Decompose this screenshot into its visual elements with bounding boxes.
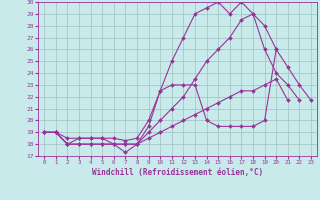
X-axis label: Windchill (Refroidissement éolien,°C): Windchill (Refroidissement éolien,°C) [92,168,263,177]
